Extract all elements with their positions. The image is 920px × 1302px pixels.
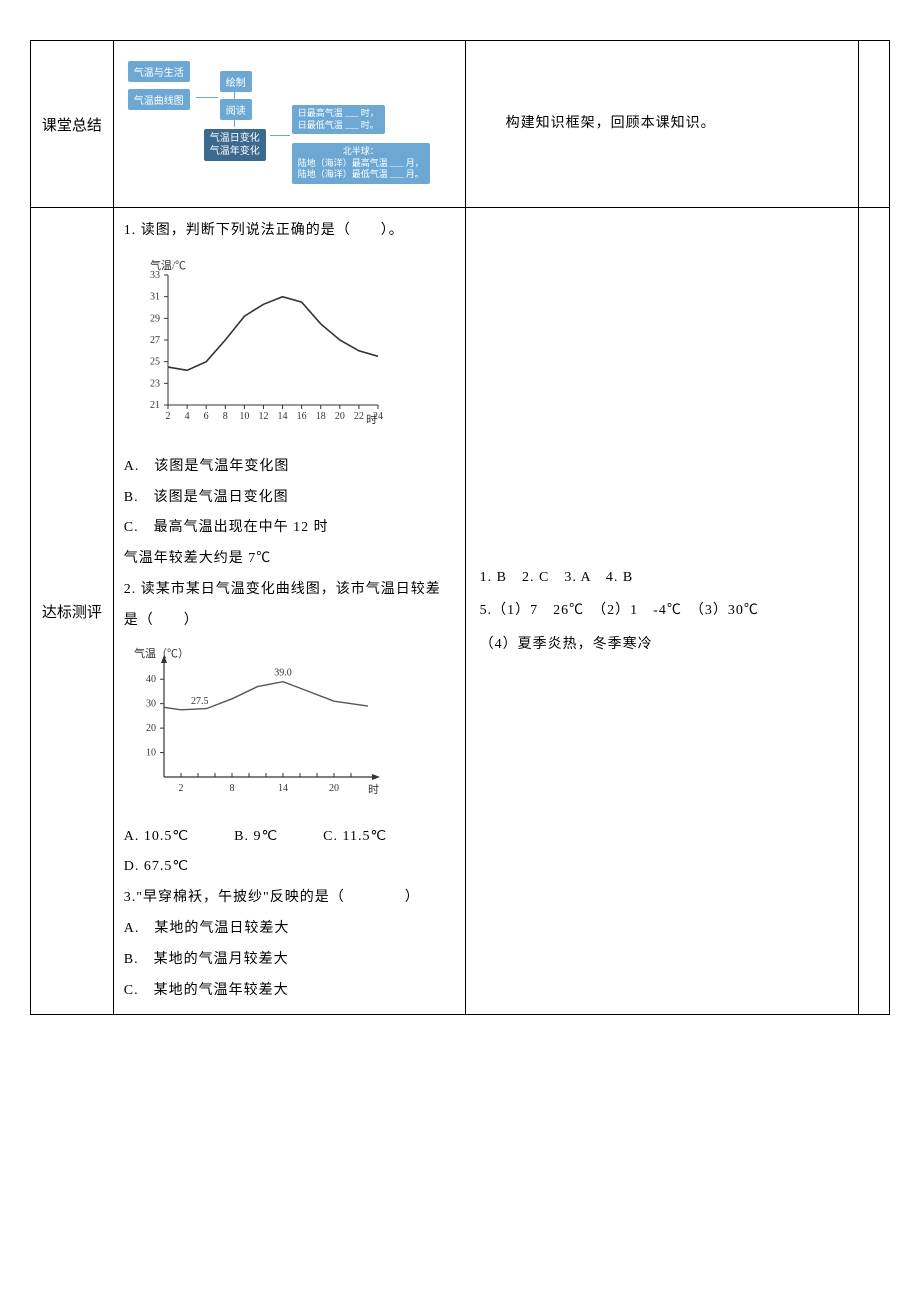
svg-text:6: 6 xyxy=(203,411,208,422)
chart-1: 气温/℃ 21232527293133 24681012141618202224… xyxy=(128,255,388,435)
svg-text:20: 20 xyxy=(335,411,345,422)
flowchart-diagram: 气温与生活 气温曲线图 绘制 阅读 气温日变化 气温年变化 日最高气温 ___ … xyxy=(128,57,455,187)
q3-opt-b: B. 某地的气温月较差大 xyxy=(124,945,455,976)
q2-stem: 2. 读某市某日气温变化曲线图，该市气温日较差是（ ） xyxy=(124,575,455,637)
q2-opts: A. 10.5℃ B. 9℃ C. 11.5℃ xyxy=(124,822,455,853)
flow-box-6: 日最高气温 ___ 时， 日最低气温 ___ 时。 xyxy=(292,105,385,134)
flow-box-3: 绘制 xyxy=(220,71,252,92)
row1-content: 气温与生活 气温曲线图 绘制 阅读 气温日变化 气温年变化 日最高气温 ___ … xyxy=(113,41,465,208)
svg-text:4: 4 xyxy=(184,411,189,422)
flow-box-7: 北半球： 陆地（海洋）最高气温 ___ 月， 陆地（海洋）最低气温 ___ 月。 xyxy=(292,143,430,184)
flow-box-2: 气温曲线图 xyxy=(128,89,190,110)
svg-text:8: 8 xyxy=(229,783,234,794)
svg-text:21: 21 xyxy=(150,400,160,411)
q1-opt-c: C. 最高气温出现在中午 12 时 xyxy=(124,513,455,544)
chart2-ylabel: 气温（℃） xyxy=(134,646,189,660)
row-test: 达标测评 1. 读图，判断下列说法正确的是（ ）。 气温/℃ 212325272… xyxy=(31,208,890,1015)
q3-opt-a: A. 某地的气温日较差大 xyxy=(124,914,455,945)
q1-opt-d: 气温年较差大约是 7℃ xyxy=(124,544,455,575)
svg-text:30: 30 xyxy=(146,698,156,709)
row2-label: 达标测评 xyxy=(31,208,114,1015)
worksheet-table: 课堂总结 气温与生活 气温曲线图 绘制 阅读 气温日变化 气温年变化 日最高气温… xyxy=(30,40,890,1015)
row-summary: 课堂总结 气温与生活 气温曲线图 绘制 阅读 气温日变化 气温年变化 日最高气温… xyxy=(31,41,890,208)
row1-narrow xyxy=(858,41,889,208)
svg-text:25: 25 xyxy=(150,356,160,367)
chart-2: 气温（℃） 10 20 30 40 2 8 14 20 27.5 39.0 时 xyxy=(128,645,388,805)
row2-content: 1. 读图，判断下列说法正确的是（ ）。 气温/℃ 21232527293133… xyxy=(113,208,465,1015)
svg-text:10: 10 xyxy=(146,747,156,758)
chart2-xlabel: 时 xyxy=(368,783,379,796)
svg-text:16: 16 xyxy=(296,411,306,422)
answers-line1: 1. B 2. C 3. A 4. B xyxy=(480,561,848,595)
q3-stem: 3."早穿棉袄，午披纱"反映的是（ ） xyxy=(124,883,455,914)
svg-text:10: 10 xyxy=(239,411,249,422)
svg-text:29: 29 xyxy=(150,313,160,324)
svg-text:39.0: 39.0 xyxy=(274,667,292,678)
svg-text:14: 14 xyxy=(278,783,288,794)
svg-text:18: 18 xyxy=(316,411,326,422)
svg-text:14: 14 xyxy=(277,411,287,422)
svg-text:2: 2 xyxy=(178,783,183,794)
svg-text:22: 22 xyxy=(354,411,364,422)
svg-text:12: 12 xyxy=(258,411,268,422)
answers-line2: 5.（1）7 26℃ （2）1 -4℃ （3）30℃ xyxy=(480,594,848,628)
svg-text:20: 20 xyxy=(329,783,339,794)
svg-text:23: 23 xyxy=(150,378,160,389)
row2-narrow xyxy=(858,208,889,1015)
answers-line3: （4）夏季炎热，冬季寒冷 xyxy=(480,628,848,662)
q2-opt-d: D. 67.5℃ xyxy=(124,852,455,883)
flow-box-1: 气温与生活 xyxy=(128,61,190,82)
row1-label: 课堂总结 xyxy=(31,41,114,208)
row1-answer: 构建知识框架，回顾本课知识。 xyxy=(476,109,848,140)
svg-text:27.5: 27.5 xyxy=(191,695,209,706)
flow-box-4: 阅读 xyxy=(220,99,252,120)
q1-opt-b: B. 该图是气温日变化图 xyxy=(124,483,455,514)
row2-answer-cell: 1. B 2. C 3. A 4. B 5.（1）7 26℃ （2）1 -4℃ … xyxy=(465,208,858,1015)
q3-opt-c: C. 某地的气温年较差大 xyxy=(124,976,455,1007)
svg-text:8: 8 xyxy=(223,411,228,422)
svg-text:20: 20 xyxy=(146,723,156,734)
chart1-xlabel: 时 xyxy=(366,413,377,426)
svg-text:2: 2 xyxy=(165,411,170,422)
svg-text:27: 27 xyxy=(150,335,160,346)
svg-text:33: 33 xyxy=(150,270,160,281)
q1-stem: 1. 读图，判断下列说法正确的是（ ）。 xyxy=(124,216,455,247)
flow-box-5: 气温日变化 气温年变化 xyxy=(204,129,266,161)
row1-answer-cell: 构建知识框架，回顾本课知识。 xyxy=(465,41,858,208)
svg-text:40: 40 xyxy=(146,674,156,685)
svg-text:31: 31 xyxy=(150,291,160,302)
q1-opt-a: A. 该图是气温年变化图 xyxy=(124,452,455,483)
